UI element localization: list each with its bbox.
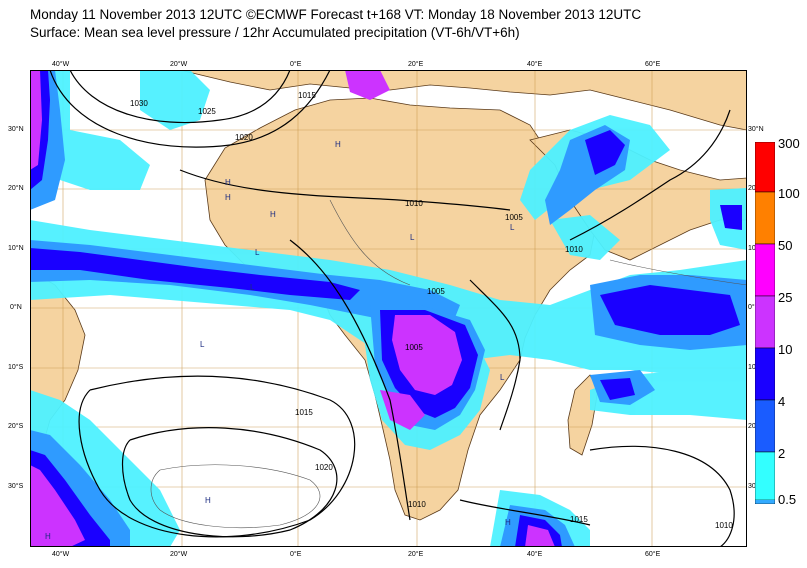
isobar-label: 1010 — [565, 245, 583, 254]
isobar-label: 1010 — [715, 521, 733, 530]
isobars-thin — [150, 199, 747, 529]
pressure-center-label: H — [505, 518, 511, 527]
weather-map: 1030 1025 1020 1015 1010 1005 1005 1005 … — [30, 70, 747, 547]
isobar-label: 1005 — [427, 287, 445, 296]
isobars — [49, 70, 735, 547]
legend-swatch-4 — [755, 399, 775, 453]
isobar-label: 1005 — [505, 213, 523, 222]
pressure-center-label: L — [250, 283, 255, 292]
legend-label-50: 50 — [778, 238, 793, 253]
isobar-label: 1025 — [198, 107, 216, 116]
lat-label-left: 30°N — [8, 126, 24, 133]
legend-label-300: 300 — [778, 136, 800, 151]
lat-label-left: 30°S — [8, 483, 24, 490]
pressure-center-label: L — [410, 233, 415, 242]
lat-label-right: 30° — [748, 483, 759, 490]
isobar-label: 1015 — [295, 408, 313, 417]
lon-label-bottom: 60°E — [645, 551, 661, 558]
isobar-label: 1015 — [298, 91, 316, 100]
legend-swatch-100 — [755, 191, 775, 245]
map-title-line1: Monday 11 November 2013 12UTC ©ECMWF For… — [30, 7, 642, 22]
pressure-center-label: H — [270, 210, 276, 219]
lon-label-bottom: 40°E — [527, 551, 543, 558]
pressure-center-label: H — [225, 178, 231, 187]
lat-label-right: 0°N — [748, 304, 760, 311]
lat-label-left: 10°S — [8, 364, 24, 371]
lon-label-bottom: 20°W — [170, 551, 188, 558]
legend-bottom-swatch — [755, 452, 775, 500]
legend-label-10: 10 — [778, 342, 793, 357]
lat-label-left: 20°N — [8, 185, 24, 192]
isobar-label: 1010 — [405, 199, 423, 208]
pressure-center-label: H — [335, 140, 341, 149]
isobar-label: 1015 — [570, 515, 588, 524]
legend-label-2: 2 — [778, 446, 786, 461]
pressure-center-label: H — [45, 532, 51, 541]
pressure-center-label: L — [500, 373, 505, 382]
isobar-label: 1020 — [235, 133, 253, 142]
legend-label-0-5: 0.5 — [778, 492, 797, 507]
lat-label-right: 30°N — [748, 126, 764, 133]
lon-label-top: 60°E — [645, 61, 661, 68]
lon-label-top: 20°E — [408, 61, 424, 68]
pressure-center-label: L — [510, 223, 515, 232]
map-title-line2: Surface: Mean sea level pressure / 12hr … — [30, 25, 520, 40]
isobar-label: 1020 — [315, 463, 333, 472]
isobar-label: 1005 — [405, 343, 423, 352]
legend-swatch-300 — [755, 142, 775, 193]
legend-label-4: 4 — [778, 394, 786, 409]
isobar-label: 1010 — [408, 500, 426, 509]
legend-swatch-50 — [755, 243, 775, 297]
precip-very-heavy — [30, 70, 555, 547]
legend-label-100: 100 — [778, 186, 800, 201]
pressure-center-label: H — [205, 496, 211, 505]
lon-label-bottom: 20°E — [408, 551, 424, 558]
isobar-label: 1030 — [130, 99, 148, 108]
lat-label-left: 20°S — [8, 423, 24, 430]
pressure-centers: H H H H H L L L L H H H L L — [45, 70, 631, 541]
lon-label-bottom: 40°W — [52, 551, 70, 558]
lon-label-bottom: 0°E — [290, 551, 302, 558]
pressure-center-label: L — [255, 248, 260, 257]
pressure-center-label: H — [225, 193, 231, 202]
legend-label-25: 25 — [778, 290, 793, 305]
lat-label-left: 0°N — [10, 304, 22, 311]
isobar-labels: 1030 1025 1020 1015 1010 1005 1005 1005 … — [130, 91, 733, 530]
lon-label-top: 40°W — [52, 61, 70, 68]
lat-label-left: 10°N — [8, 245, 24, 252]
pressure-center-label: L — [200, 340, 205, 349]
legend-swatch-10 — [755, 347, 775, 401]
lon-label-top: 20°W — [170, 61, 188, 68]
map-frame — [30, 70, 747, 547]
lon-label-top: 0°E — [290, 61, 302, 68]
legend-swatch-25 — [755, 295, 775, 349]
precipitation-legend — [755, 142, 775, 504]
lon-label-top: 40°E — [527, 61, 543, 68]
